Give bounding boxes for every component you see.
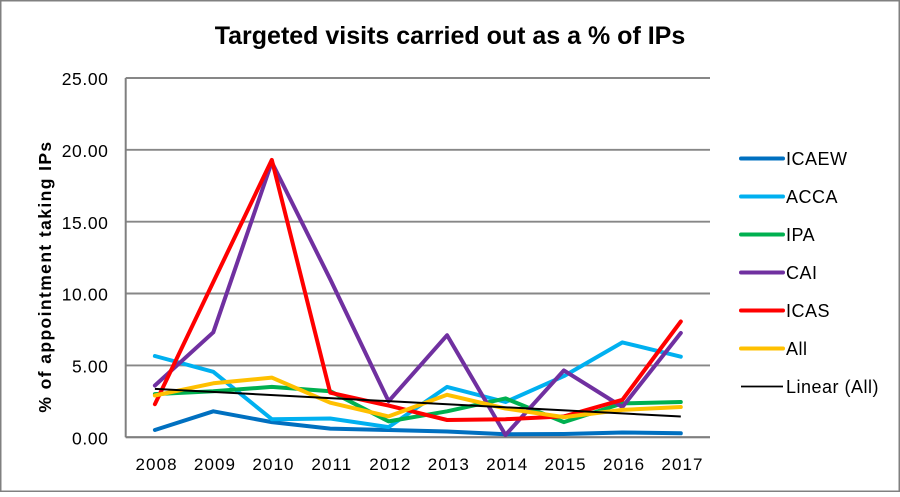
svg-text:10.00: 10.00 bbox=[62, 285, 109, 305]
svg-text:IPA: IPA bbox=[786, 225, 815, 245]
svg-text:15.00: 15.00 bbox=[62, 213, 109, 233]
svg-text:2014: 2014 bbox=[486, 455, 528, 474]
svg-text:ICAS: ICAS bbox=[786, 301, 830, 321]
svg-text:2008: 2008 bbox=[135, 455, 177, 474]
svg-text:2012: 2012 bbox=[369, 455, 411, 474]
svg-text:% of appointment taking IPs: % of appointment taking IPs bbox=[35, 140, 55, 412]
svg-text:2017: 2017 bbox=[661, 455, 703, 474]
svg-text:20.00: 20.00 bbox=[62, 141, 109, 161]
svg-text:Targeted visits carried out as: Targeted visits carried out as a % of IP… bbox=[215, 22, 686, 50]
svg-text:2010: 2010 bbox=[252, 455, 294, 474]
svg-text:2011: 2011 bbox=[311, 455, 352, 474]
svg-text:5.00: 5.00 bbox=[72, 357, 108, 377]
svg-text:2015: 2015 bbox=[544, 455, 586, 474]
svg-text:CAI: CAI bbox=[786, 263, 818, 283]
svg-text:25.00: 25.00 bbox=[62, 69, 109, 89]
svg-text:ACCA: ACCA bbox=[786, 187, 838, 207]
svg-text:2009: 2009 bbox=[194, 455, 236, 474]
svg-text:0.00: 0.00 bbox=[72, 428, 108, 448]
svg-text:ICAEW: ICAEW bbox=[786, 149, 848, 169]
svg-text:2013: 2013 bbox=[428, 455, 470, 474]
svg-text:Linear (All): Linear (All) bbox=[786, 377, 879, 397]
svg-text:All: All bbox=[786, 339, 808, 359]
svg-text:2016: 2016 bbox=[603, 455, 645, 474]
